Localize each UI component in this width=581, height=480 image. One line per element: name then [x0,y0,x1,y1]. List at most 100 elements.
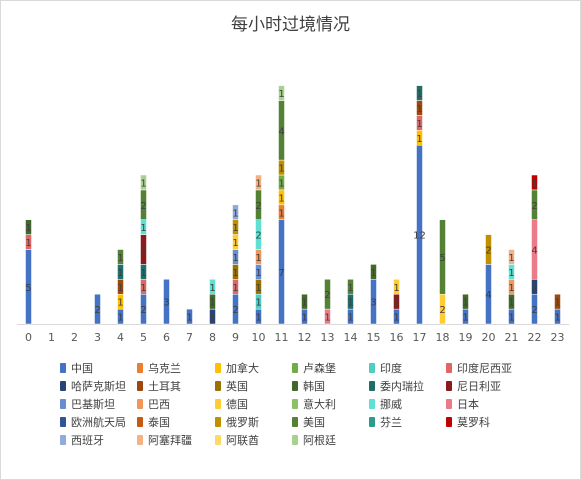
x-tick-label-2: 2 [71,331,78,344]
bar-segment-4-21 [117,249,124,265]
legend-item: 巴西 [137,396,170,412]
x-tick-label-21: 21 [505,331,519,344]
legend-swatch [369,399,375,409]
data-label-9-5: 1 [232,283,238,294]
legend-swatch [369,381,375,391]
bar-segment-20-20 [485,234,492,265]
x-tick-label-16: 16 [390,331,404,344]
bar-segment-17-10 [416,85,423,101]
x-tick-label-22: 22 [528,331,542,344]
legend-label: 加拿大 [226,362,259,375]
legend-swatch [60,363,66,373]
data-label-9-14: 1 [232,238,238,249]
data-label-0-0: 5 [25,283,31,294]
data-label-5-27: 1 [140,178,146,189]
legend-swatch [60,435,66,445]
legend-item: 委内瑞拉 [369,378,424,394]
x-tick-label-3: 3 [94,331,101,344]
data-label-11-3: 1 [278,178,284,189]
legend-item: 印度尼西亚 [446,360,512,376]
data-label-22-21: 2 [531,201,537,212]
legend-label: 美国 [303,416,325,429]
bar-segment-18-21 [439,219,446,295]
legend-swatch [446,381,452,391]
chart-title: 每小时过境情况 [231,15,350,35]
data-label-23-0: 1 [554,313,560,324]
x-tick-label-15: 15 [367,331,381,344]
legend-item: 英国 [215,378,248,394]
legend-swatch [137,435,143,445]
legend-label: 挪威 [380,398,402,411]
bar-segment-3-0 [94,293,101,325]
legend-label: 阿联酋 [226,434,259,447]
legend-label: 欧洲航天局 [71,416,126,429]
bar-segment-5-27 [140,174,147,191]
x-tick-label-12: 12 [298,331,312,344]
legend-item: 卢森堡 [292,360,336,376]
legend-label: 俄罗斯 [226,416,259,429]
x-tick-label-20: 20 [482,331,496,344]
data-label-11-20: 1 [278,164,284,175]
bar-segment-11-27 [278,85,285,101]
data-label-5-21: 2 [140,201,146,212]
data-label-17-10: 1 [416,89,422,100]
data-label-10-0: 1 [255,313,261,324]
legend-swatch [292,399,298,409]
data-label-10-12: 1 [255,268,261,279]
data-label-9-20: 1 [232,223,238,234]
legend-swatch [137,363,143,373]
bar-segment-12-9 [301,293,308,310]
data-label-4-21: 1 [117,253,123,264]
data-label-11-1: 1 [278,208,284,219]
data-label-22-23: 1 [531,178,537,189]
legend-item: 美国 [292,414,325,430]
x-tick-label-9: 9 [232,331,239,344]
legend-swatch [137,381,143,391]
legend-item: 加拿大 [215,360,259,376]
bar-segment-0-9 [25,219,32,235]
x-tick-label-7: 7 [186,331,193,344]
data-label-14-21: 1 [347,283,353,294]
bar-segment-8-16 [209,279,216,295]
legend-label: 泰国 [148,416,170,429]
legend-label: 卢森堡 [303,362,336,375]
data-label-12-9: 1 [301,298,307,309]
x-tick-label-1: 1 [48,331,55,344]
x-tick-label-6: 6 [163,331,170,344]
legend-label: 西班牙 [71,434,104,447]
data-label-5-16: 1 [140,223,146,234]
data-label-18-14: 2 [439,305,445,316]
data-label-5-10: 1 [140,268,146,279]
legend-label: 英国 [226,380,248,393]
bar-segment-15-9 [370,264,377,280]
legend-item: 乌克兰 [137,360,181,376]
data-label-8-16: 1 [209,283,215,294]
bar-segment-9-24 [232,204,239,220]
data-label-17-0: 12 [413,231,426,242]
legend-item: 土耳其 [137,378,181,394]
x-tick-label-13: 13 [321,331,335,344]
legend-label: 莫罗科 [457,416,490,429]
legend-swatch [369,417,375,427]
data-label-17-7: 1 [416,104,422,115]
x-tick-label-23: 23 [551,331,565,344]
legend-item: 中国 [60,360,93,376]
x-tick-label-0: 0 [25,331,32,344]
legend-item: 印度 [369,360,402,376]
legend-item: 阿塞拜疆 [137,432,192,448]
legend-swatch [292,417,298,427]
legend-label: 印度 [380,362,402,375]
data-label-22-0: 2 [531,305,537,316]
bar-segment-13-21 [324,279,331,310]
data-label-4-10: 1 [117,268,123,279]
data-label-23-7: 1 [554,298,560,309]
legend-label: 中国 [71,362,93,375]
data-label-8-9: 1 [209,298,215,309]
data-label-0-9: 1 [25,223,31,234]
legend-swatch [215,363,221,373]
legend-swatch [446,417,452,427]
bar-segment-10-25 [255,174,262,191]
legend-swatch [446,399,452,409]
data-label-9-24: 1 [232,208,238,219]
